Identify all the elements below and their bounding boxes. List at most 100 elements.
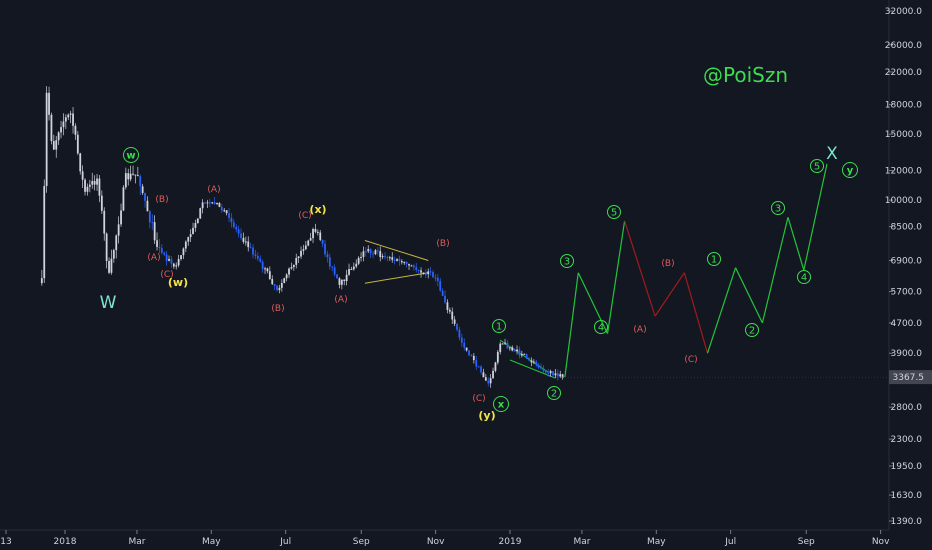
wave-text: 2	[551, 389, 557, 400]
candle-body	[211, 202, 214, 204]
candle-body	[237, 229, 240, 234]
wave-label-3: (A)	[147, 253, 160, 263]
candle-body	[86, 186, 89, 192]
y-tick-label: 26000.0	[885, 41, 922, 51]
candle-body	[285, 274, 288, 279]
wave-label-22: (B)	[661, 259, 674, 269]
candle-body	[184, 241, 187, 249]
wave-circle	[745, 323, 759, 337]
candle-body	[153, 222, 156, 241]
x-tick-label: 2019	[499, 537, 522, 547]
candle-body	[424, 274, 427, 276]
candle-body	[528, 358, 530, 361]
y-tick-label: 3900.0	[891, 349, 923, 359]
candle-body	[328, 257, 331, 267]
candle-body	[475, 360, 478, 367]
candle-body	[271, 278, 274, 285]
x-tick-label: 13	[0, 537, 11, 547]
wave-text: (C)	[160, 270, 173, 280]
candle-body	[314, 228, 317, 232]
wave-circle	[493, 396, 509, 412]
y-tick-label: 8500.0	[891, 223, 923, 233]
candle-body	[216, 202, 218, 204]
candle-body	[278, 287, 281, 291]
candle-body	[530, 360, 533, 363]
candle-body	[379, 251, 382, 257]
candle-body	[88, 184, 91, 187]
candle-body	[312, 228, 314, 239]
wave-label-2: w	[123, 147, 139, 163]
candle-body	[218, 202, 221, 207]
y-tick-label: 22000.0	[885, 68, 922, 78]
candle-body	[544, 370, 547, 373]
candle-body	[393, 259, 396, 261]
candle-body	[381, 256, 384, 258]
candle-body	[532, 361, 535, 363]
wave-label-7: (A)	[207, 185, 220, 195]
candle-body	[235, 226, 238, 230]
candle-body	[429, 271, 432, 273]
candle-body	[496, 351, 499, 363]
wave-circle	[842, 162, 858, 178]
candle-body	[158, 246, 161, 249]
candle-body	[340, 279, 343, 285]
candle-body	[127, 173, 130, 180]
wave-label-12: (B)	[436, 239, 449, 249]
last-price-label: 3367.5	[893, 373, 925, 383]
wave-label-9: (C)	[298, 211, 311, 221]
wave-text: 4	[801, 273, 807, 284]
candle-body	[448, 309, 451, 312]
candle-body	[144, 193, 146, 201]
candle-body	[139, 176, 142, 187]
candle-body	[506, 342, 509, 349]
x-tick-label: Mar	[573, 537, 590, 547]
wave-text: (C)	[472, 394, 485, 404]
wave-circle	[492, 319, 506, 333]
wave-label-26: 3	[771, 201, 785, 215]
candle-body	[535, 361, 538, 365]
candle-body	[439, 280, 442, 291]
candle-body	[134, 174, 137, 176]
candle-body	[110, 258, 113, 273]
candle-body	[441, 290, 444, 296]
candle-body	[199, 208, 202, 219]
projection-segment	[787, 217, 805, 271]
candle-body	[261, 261, 264, 270]
candle-body	[170, 258, 173, 264]
candle-body	[300, 250, 302, 257]
y-tick-label: 6900.0	[891, 256, 923, 266]
candle-body	[93, 181, 96, 185]
candle-body	[549, 370, 552, 374]
candle-body	[132, 173, 134, 175]
triangle-upper-line	[364, 240, 429, 261]
candle-body	[100, 195, 103, 211]
candle-body	[175, 265, 178, 267]
wave-circle	[594, 320, 608, 334]
candle-body	[489, 378, 492, 384]
candle-body	[511, 347, 514, 351]
candle-body	[324, 243, 326, 255]
candle-body	[45, 92, 48, 186]
candle-body	[108, 260, 110, 273]
candle-body	[398, 259, 401, 262]
candle-body	[249, 247, 252, 249]
wave-text: w	[126, 151, 135, 162]
wave-text: (y)	[478, 409, 495, 422]
candle-body	[232, 222, 235, 227]
wave-text: W	[100, 293, 117, 313]
candle-body	[319, 232, 322, 240]
y-tick-label: 2800.0	[891, 403, 923, 413]
wave-text: (w)	[168, 276, 188, 289]
wave-label-19: 4	[594, 320, 608, 334]
projection-segment	[564, 272, 579, 378]
candle-body	[55, 140, 58, 150]
candle-body	[76, 134, 79, 154]
candle-body	[369, 249, 372, 254]
candle-body	[408, 264, 410, 266]
wave-label-11: (A)	[334, 295, 347, 305]
candle-body	[391, 257, 394, 260]
candle-body	[220, 206, 223, 211]
x-tick-label: Sep	[798, 537, 815, 547]
candle-body	[559, 374, 562, 377]
